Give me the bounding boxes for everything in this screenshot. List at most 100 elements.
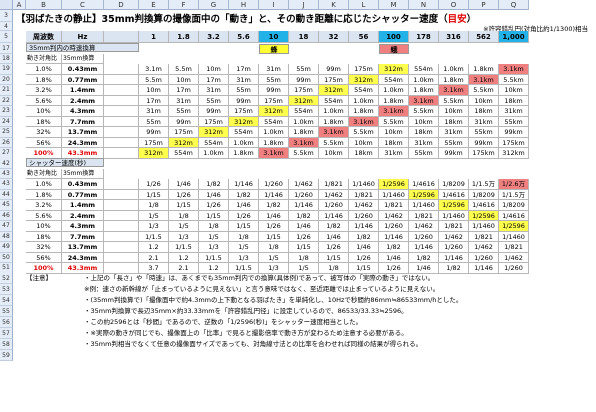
shutter-6-1[interactable]: 1/1.5 <box>169 242 199 253</box>
shutter-0-7[interactable]: 1/1460 <box>349 179 379 190</box>
shutter-6-4[interactable]: 1/8 <box>259 242 289 253</box>
header-freq-5[interactable]: 18 <box>289 31 319 43</box>
speed-1-4[interactable]: 55m <box>259 74 289 85</box>
speed-6-3[interactable]: 554m <box>229 127 259 138</box>
row-header-46[interactable]: 46 <box>0 210 13 221</box>
header-freq-4[interactable]: 10 <box>259 31 289 43</box>
header-freq-10[interactable]: 316 <box>439 31 469 43</box>
speed-0-7[interactable]: 175m <box>349 64 379 75</box>
shutter-2-8[interactable]: 1/821 <box>379 200 409 211</box>
shutter-5-7[interactable]: 1/82 <box>349 231 379 242</box>
speed-3-2[interactable]: 55m <box>199 95 229 106</box>
mm2-3[interactable]: 2.4mm <box>62 210 104 221</box>
shutter-2-5[interactable]: 1/146 <box>289 200 319 211</box>
header-freq-6[interactable]: 32 <box>319 31 349 43</box>
speed-1-7[interactable]: 312m <box>349 74 379 85</box>
shutter-5-0[interactable]: 1/1.5 <box>139 231 169 242</box>
shutter-3-12[interactable]: 1/4616 <box>499 210 529 221</box>
shutter-2-2[interactable]: 1/26 <box>199 200 229 211</box>
mm-3[interactable]: 2.4mm <box>62 95 104 106</box>
row-header-53[interactable]: 53 <box>0 284 13 295</box>
speed-4-5[interactable]: 554m <box>289 106 319 117</box>
blank-2[interactable] <box>104 85 139 96</box>
mm-4[interactable]: 4.3mm <box>62 106 104 117</box>
speed-3-1[interactable]: 31m <box>169 95 199 106</box>
shutter-8-12[interactable]: 1/260 <box>499 263 529 274</box>
shutter-7-8[interactable]: 1/46 <box>379 252 409 263</box>
speed-2-8[interactable]: 1.0km <box>379 85 409 96</box>
shutter-5-3[interactable]: 1/8 <box>229 231 259 242</box>
row-header-54[interactable]: 54 <box>0 295 13 306</box>
speed-8-8[interactable]: 31km <box>379 148 409 159</box>
speed-7-10[interactable]: 55km <box>439 137 469 148</box>
speed-3-5[interactable]: 312m <box>289 95 319 106</box>
mm2-1[interactable]: 0.77mm <box>62 189 104 200</box>
row-header-42[interactable]: 42 <box>0 158 13 169</box>
speed-7-4[interactable]: 1.8km <box>259 137 289 148</box>
speed-8-1[interactable]: 554m <box>169 148 199 159</box>
speed-3-4[interactable]: 175m <box>259 95 289 106</box>
speed-8-4[interactable]: 3.1km <box>259 148 289 159</box>
shutter-1-8[interactable]: 1/1460 <box>379 189 409 200</box>
speed-2-2[interactable]: 31m <box>199 85 229 96</box>
shutter-8-0[interactable]: 3.7 <box>139 263 169 274</box>
shutter-7-3[interactable]: 1/3 <box>229 252 259 263</box>
blank-7[interactable] <box>104 137 139 148</box>
speed-4-11[interactable]: 18km <box>469 106 499 117</box>
speed-4-4[interactable]: 312m <box>259 106 289 117</box>
shutter-7-4[interactable]: 1/5 <box>259 252 289 263</box>
shutter-2-6[interactable]: 1/260 <box>319 200 349 211</box>
ratio2-3[interactable]: 5.6% <box>26 210 62 221</box>
shutter-0-2[interactable]: 1/82 <box>199 179 229 190</box>
shutter-0-12[interactable]: 1/2.6万 <box>499 179 529 190</box>
row-header-20[interactable]: 20 <box>0 74 13 85</box>
speed-3-10[interactable]: 5.5km <box>439 95 469 106</box>
speed-6-2[interactable]: 312m <box>199 127 229 138</box>
speed-7-0[interactable]: 175m <box>139 137 169 148</box>
speed-4-8[interactable]: 3.1km <box>379 106 409 117</box>
speed-5-4[interactable]: 554m <box>259 116 289 127</box>
shutter-0-3[interactable]: 1/146 <box>229 179 259 190</box>
header-frequency-label[interactable]: 周波数 <box>26 31 62 43</box>
column-header-j[interactable]: J <box>289 0 319 10</box>
shutter-3-9[interactable]: 1/821 <box>409 210 439 221</box>
blank-5[interactable] <box>104 116 139 127</box>
speed-2-12[interactable]: 10km <box>499 85 529 96</box>
ratio2-0[interactable]: 1.0% <box>26 179 62 190</box>
shutter-3-1[interactable]: 1/8 <box>169 210 199 221</box>
mm-subheader-2[interactable]: 35mm換算 <box>62 169 104 179</box>
shutter-5-5[interactable]: 1/26 <box>289 231 319 242</box>
header-freq-7[interactable]: 56 <box>349 31 379 43</box>
speed-5-12[interactable]: 55km <box>499 116 529 127</box>
shutter-6-8[interactable]: 1/82 <box>379 242 409 253</box>
shutter-5-4[interactable]: 1/15 <box>259 231 289 242</box>
speed-0-8[interactable]: 312m <box>379 64 409 75</box>
row-header-26[interactable]: 26 <box>0 137 13 148</box>
mm2-7[interactable]: 24.3mm <box>62 252 104 263</box>
speed-1-9[interactable]: 1.0km <box>409 74 439 85</box>
speed-3-7[interactable]: 1.0km <box>349 95 379 106</box>
row-header-52[interactable]: 52 <box>0 273 13 284</box>
shutter-2-7[interactable]: 1/462 <box>349 200 379 211</box>
speed-7-5[interactable]: 3.1km <box>289 137 319 148</box>
mm2-2[interactable]: 1.4mm <box>62 200 104 211</box>
blank-4[interactable] <box>104 106 139 117</box>
header-freq-8[interactable]: 100 <box>379 31 409 43</box>
speed-7-6[interactable]: 5.5km <box>319 137 349 148</box>
column-header-a[interactable]: A <box>13 0 26 10</box>
row-header-43[interactable]: 43 <box>0 179 13 190</box>
shutter-4-6[interactable]: 1/82 <box>319 221 349 232</box>
shutter-7-6[interactable]: 1/15 <box>319 252 349 263</box>
shutter-7-5[interactable]: 1/8 <box>289 252 319 263</box>
speed-3-3[interactable]: 99m <box>229 95 259 106</box>
speed-6-10[interactable]: 31km <box>439 127 469 138</box>
blank2-3[interactable] <box>104 210 139 221</box>
shutter-1-0[interactable]: 1/15 <box>139 189 169 200</box>
mm2-5[interactable]: 7.7mm <box>62 231 104 242</box>
shutter-6-12[interactable]: 1/821 <box>499 242 529 253</box>
blank2-8[interactable] <box>104 263 139 274</box>
shutter-5-6[interactable]: 1/46 <box>319 231 349 242</box>
shutter-6-2[interactable]: 1/3 <box>199 242 229 253</box>
speed-5-8[interactable]: 5.5km <box>379 116 409 127</box>
shutter-3-4[interactable]: 1/46 <box>259 210 289 221</box>
